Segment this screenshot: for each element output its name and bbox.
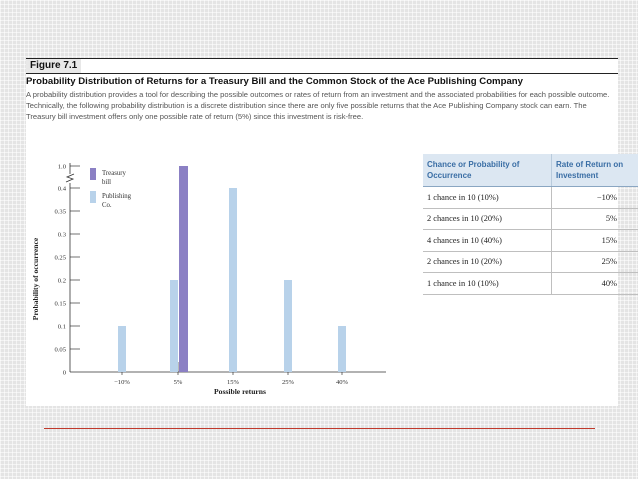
table-cell-return: 40% bbox=[551, 272, 638, 295]
table-row: 1 chance in 10 (10%) −10% bbox=[423, 186, 638, 209]
x-axis-title: Possible returns bbox=[214, 387, 266, 396]
table-cell-return: 5% bbox=[551, 208, 638, 230]
y-tick-label: 0.3 bbox=[58, 231, 67, 238]
y-tick-label: 0.25 bbox=[54, 254, 66, 261]
y-tick-label: 1.0 bbox=[58, 163, 67, 170]
legend-swatch-publishing bbox=[90, 191, 96, 203]
legend-label-publishing: Publishing bbox=[102, 193, 132, 200]
bar-publishing bbox=[229, 188, 237, 372]
figure-caption: A probability distribution provides a to… bbox=[26, 90, 610, 122]
table-row: 2 chances in 10 (20%) 5% bbox=[423, 208, 638, 230]
y-tick-label: 0 bbox=[63, 369, 67, 376]
legend-swatch-treasury bbox=[90, 168, 96, 180]
table-cell-probability: 2 chances in 10 (20%) bbox=[423, 251, 552, 273]
legend-label-treasury: Treasury bbox=[102, 170, 127, 177]
probability-chart: 0 0.05 0.1 0.15 0.2 0.25 0.3 0.35 0.4 1.0 Probabil… bbox=[31, 163, 386, 396]
x-tick-label: 15% bbox=[227, 379, 240, 386]
table-row: 1 chance in 10 (10%) 40% bbox=[423, 272, 638, 295]
figure-panel: Figure 7.1 Probability Distribution of R… bbox=[26, 58, 638, 406]
figure-label-bar: Figure 7.1 bbox=[26, 58, 618, 74]
legend-label-treasury: bill bbox=[102, 179, 111, 186]
x-tick-label: −10% bbox=[114, 379, 130, 386]
y-tick-label: 0.35 bbox=[54, 208, 66, 215]
table-cell-return: 25% bbox=[551, 251, 638, 273]
bar-treasury bbox=[179, 166, 188, 372]
table-header-return: Rate of Return on Investment bbox=[551, 154, 638, 187]
table-cell-probability: 2 chances in 10 (20%) bbox=[423, 208, 552, 230]
figure-title: Probability Distribution of Returns for … bbox=[26, 76, 523, 87]
table-cell-return: 15% bbox=[551, 229, 638, 252]
y-tick-label: 0.05 bbox=[54, 346, 66, 353]
axis-break-mark bbox=[65, 173, 75, 183]
x-tick-label: 5% bbox=[174, 379, 183, 386]
figure-label: Figure 7.1 bbox=[26, 59, 82, 73]
table-row: 2 chances in 10 (20%) 25% bbox=[423, 251, 638, 273]
table-cell-probability: 1 chance in 10 (10%) bbox=[423, 272, 552, 295]
y-axis-title: Probability of occurrence bbox=[31, 237, 40, 320]
table-header-probability: Chance or Probability of Occurrence bbox=[423, 154, 552, 187]
y-tick-label: 0.1 bbox=[58, 323, 66, 330]
y-tick-label: 0.2 bbox=[58, 277, 66, 284]
x-tick-label: 25% bbox=[282, 379, 295, 386]
bar-publishing bbox=[338, 326, 346, 372]
table-cell-probability: 4 chances in 10 (40%) bbox=[423, 229, 552, 252]
returns-table: Chance or Probability of Occurrence Rate… bbox=[423, 154, 638, 295]
table-header-row: Chance or Probability of Occurrence Rate… bbox=[423, 154, 638, 187]
bar-publishing bbox=[118, 326, 126, 372]
table-cell-return: −10% bbox=[551, 186, 638, 209]
legend-label-publishing: Co. bbox=[102, 202, 112, 209]
y-tick-label: 0.15 bbox=[54, 300, 66, 307]
y-tick-label: 0.4 bbox=[58, 185, 67, 192]
bar-publishing bbox=[170, 280, 178, 372]
table-row: 4 chances in 10 (40%) 15% bbox=[423, 229, 638, 252]
table-cell-probability: 1 chance in 10 (10%) bbox=[423, 186, 552, 209]
bar-publishing bbox=[284, 280, 292, 372]
x-tick-label: 40% bbox=[336, 379, 349, 386]
divider-rule bbox=[44, 428, 595, 429]
